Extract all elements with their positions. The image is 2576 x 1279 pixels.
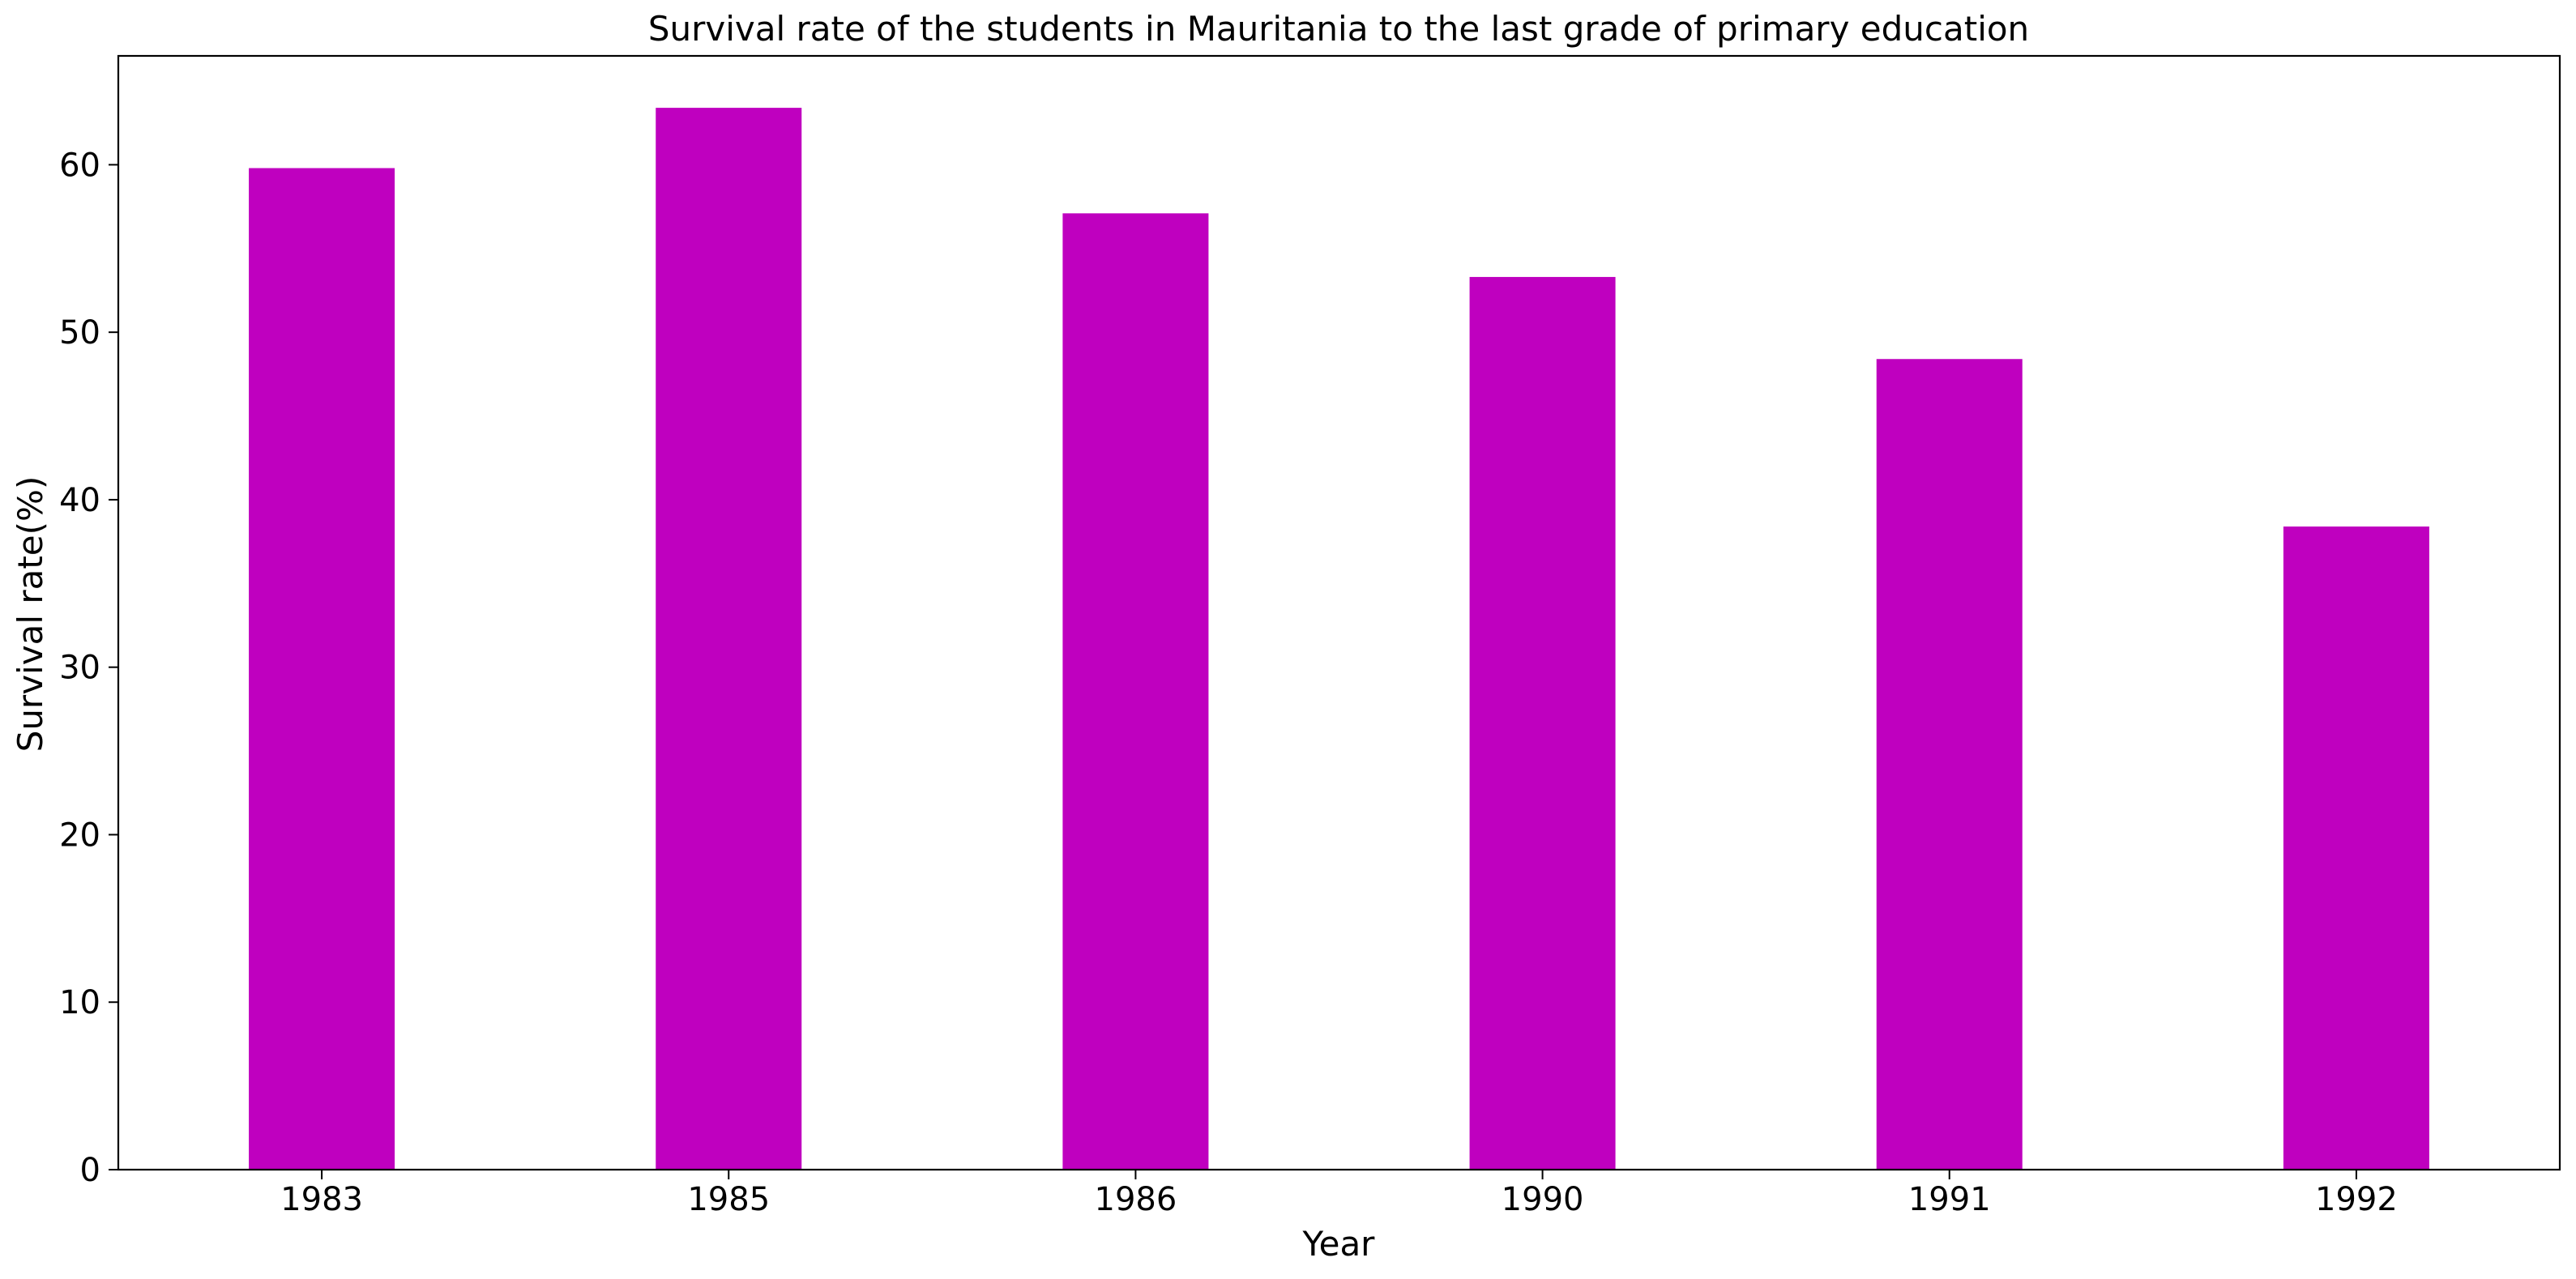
x-tick-label: 1985 — [687, 1181, 770, 1218]
y-tick-label: 40 — [59, 482, 100, 519]
bar-1983 — [249, 168, 395, 1170]
bar-1992 — [2283, 527, 2429, 1170]
plot-frame — [117, 54, 2561, 1171]
x-tick-label: 1983 — [280, 1181, 363, 1218]
y-tick-label: 60 — [59, 147, 100, 184]
bar-1986 — [1062, 213, 1209, 1170]
y-axis-label: Survival rate(%) — [11, 476, 50, 752]
y-tick-label: 0 — [80, 1152, 100, 1189]
y-tick-label: 30 — [59, 650, 100, 687]
bar-1990 — [1469, 276, 1616, 1170]
x-tick-label: 1991 — [1908, 1181, 1991, 1218]
x-tick-label: 1990 — [1502, 1181, 1584, 1218]
chart-title: Survival rate of the students in Maurita… — [648, 9, 2029, 49]
x-tick-label: 1986 — [1095, 1181, 1177, 1218]
y-tick-label: 20 — [59, 816, 100, 854]
x-axis-label: Year — [1302, 1224, 1376, 1264]
plot-area: 0 10 20 30 40 50 60 1983 1985 1986 1990 1991 1992 — [59, 54, 2561, 1218]
y-tick-label: 10 — [59, 984, 100, 1021]
y-tick-label: 50 — [59, 314, 100, 352]
x-tick-label: 1992 — [2315, 1181, 2398, 1218]
bar-1991 — [1876, 359, 2023, 1170]
bar-1985 — [656, 108, 802, 1170]
